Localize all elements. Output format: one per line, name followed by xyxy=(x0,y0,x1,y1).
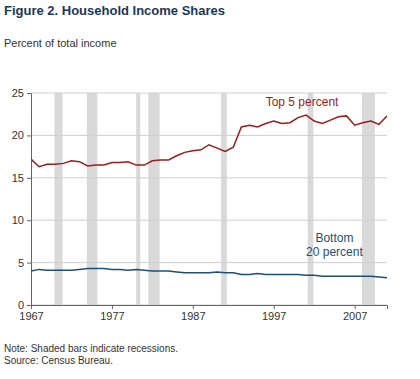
tick: 25 xyxy=(12,87,31,99)
recession-bands xyxy=(54,93,374,305)
tick-label: 5 xyxy=(18,257,24,269)
tick-mark xyxy=(274,305,275,309)
line xyxy=(31,269,387,278)
line xyxy=(31,115,387,167)
y-axis-title: Percent of total income xyxy=(4,37,117,49)
tick-label: 1977 xyxy=(100,310,124,322)
x-axis: 1967 1977 1987 1997 2007 xyxy=(19,305,387,322)
recession-band xyxy=(54,93,62,305)
recession-band xyxy=(308,93,314,305)
tick-mark xyxy=(27,305,31,306)
tick: 5 xyxy=(18,257,31,269)
series-label: Bottom20 percent xyxy=(306,231,363,259)
tick-label: 1997 xyxy=(262,310,286,322)
tick-mark xyxy=(27,220,31,221)
grid-line xyxy=(31,220,387,221)
tick-mark xyxy=(112,305,113,309)
tick: 20 xyxy=(12,129,31,141)
tick-mark xyxy=(355,305,356,309)
y-axis: 0510152025 xyxy=(12,87,32,311)
tick-label: 10 xyxy=(12,214,24,226)
grid-line xyxy=(31,177,387,178)
tick-mark xyxy=(27,93,31,94)
recession-band xyxy=(362,93,375,305)
tick-mark xyxy=(193,305,194,309)
tick-mark xyxy=(31,305,32,309)
grid-line xyxy=(31,262,387,263)
recession-band xyxy=(136,93,140,305)
chart: Figure 2. Household Income Shares Percent… xyxy=(0,0,420,379)
series-label: Top 5 percent xyxy=(266,95,339,109)
recession-band xyxy=(148,93,159,305)
tick: 15 xyxy=(12,172,31,184)
tick-label: 15 xyxy=(12,172,24,184)
tick-mark xyxy=(27,178,31,179)
note: Note: Shaded bars indicate recessions. xyxy=(4,343,178,354)
title: Figure 2. Household Income Shares xyxy=(4,3,225,18)
note: Source: Census Bureau. xyxy=(4,355,113,366)
grid-line xyxy=(31,93,387,94)
axis-line xyxy=(32,306,388,310)
tick: 1967 xyxy=(19,305,43,322)
tick: 1987 xyxy=(181,305,205,322)
tick: 2007 xyxy=(343,305,367,322)
tick-label: 1987 xyxy=(181,310,205,322)
recession-band xyxy=(87,93,98,305)
tick-mark xyxy=(27,263,31,264)
tick: 1997 xyxy=(262,305,286,322)
grid-line xyxy=(31,135,387,136)
tick-label: 25 xyxy=(12,87,24,99)
tick: 10 xyxy=(12,214,31,226)
axis-line xyxy=(27,94,32,306)
tick-label: 1967 xyxy=(19,310,43,322)
tick: 1977 xyxy=(100,305,124,322)
tick-mark xyxy=(27,135,31,136)
grid xyxy=(31,93,387,305)
lines xyxy=(31,115,387,278)
tick-label: 2007 xyxy=(343,310,367,322)
tick-label: 20 xyxy=(12,129,24,141)
